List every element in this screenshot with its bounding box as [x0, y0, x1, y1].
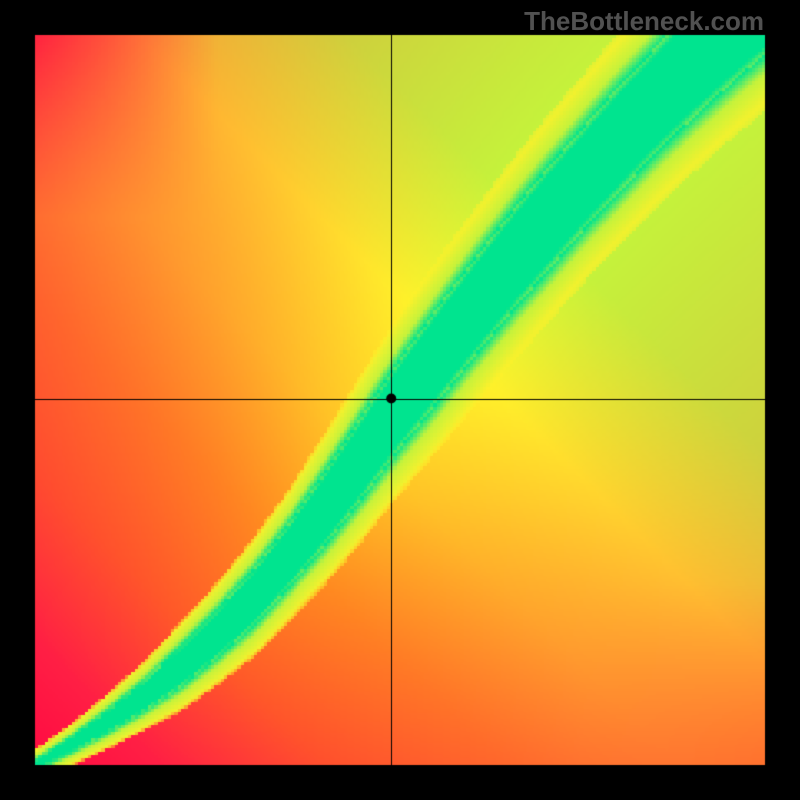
heatmap-plot: [0, 0, 800, 800]
watermark-text: TheBottleneck.com: [524, 6, 764, 37]
